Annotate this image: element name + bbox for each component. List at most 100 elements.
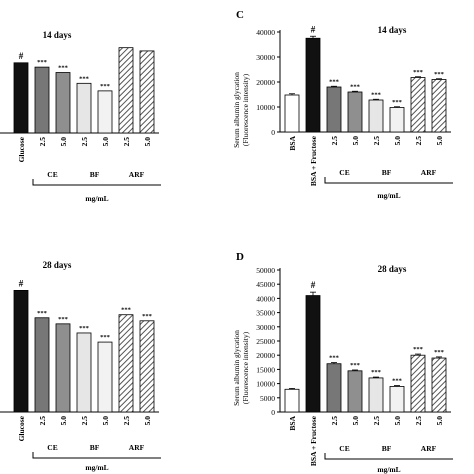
significance-stars: *** — [350, 83, 360, 90]
y-tick-label: 10000 — [256, 103, 275, 112]
bar-5.0 — [55, 323, 71, 413]
chart-panel-C: 14 days C 0 10000 20000 30000 40000 Serum album… — [232, 9, 453, 200]
y-tick-label: 0 — [271, 408, 275, 417]
significance-stars: *** — [100, 83, 110, 90]
bar-2.5 — [410, 354, 426, 413]
x-tick-label: 5.0 — [143, 137, 152, 147]
bar-Glucose — [13, 289, 29, 413]
panel-label: D — [236, 251, 244, 263]
bar-BSA — [284, 388, 300, 413]
bar-5.0 — [389, 386, 405, 413]
x-tick-label: 5.0 — [435, 416, 444, 426]
bar-5.0 — [389, 107, 405, 133]
bar-2.5 — [326, 363, 342, 413]
panel-label: C — [236, 9, 244, 21]
significance-stars: *** — [434, 349, 444, 356]
bar-2.5 — [368, 99, 384, 133]
y-axis-label: (Fluorescence intensity) — [241, 331, 250, 404]
y-axis-label: Serum albumin glycation — [232, 330, 241, 406]
x-tick-label: 2.5 — [330, 136, 339, 146]
bar-5.0 — [139, 50, 155, 134]
bar-2.5 — [34, 317, 50, 413]
x-tick-label: 2.5 — [414, 416, 423, 426]
y-tick-label: 25000 — [256, 337, 275, 346]
group-bracket — [324, 453, 453, 460]
significance-hash: # — [19, 51, 24, 61]
bar-5.0 — [431, 357, 447, 413]
x-tick-label: 2.5 — [330, 416, 339, 426]
x-tick-label: 5.0 — [101, 416, 110, 426]
x-tick-label: 5.0 — [393, 136, 402, 146]
bar-5.0 — [55, 72, 71, 134]
significance-stars: *** — [58, 65, 68, 72]
significance-stars: *** — [434, 71, 444, 78]
group-bracket — [32, 179, 161, 186]
group-label-arf: ARF — [129, 443, 145, 452]
x-tick-label: Glucose — [17, 415, 26, 441]
chart-title: 28 days — [378, 264, 407, 274]
x-tick-label: 5.0 — [59, 137, 68, 147]
significance-stars: *** — [37, 310, 47, 317]
group-label-ce: CE — [339, 444, 349, 453]
bar-2.5 — [76, 332, 92, 413]
chart-left-top: 14 days # Glucose *** 2.5 *** 5.0 *** 2.5 *** 5.0 2… — [0, 30, 161, 203]
bar-2.5 — [326, 86, 342, 133]
bar-5.0 — [347, 370, 363, 413]
significance-stars: *** — [413, 69, 423, 76]
x-tick-label: 5.0 — [393, 416, 402, 426]
significance-stars: *** — [37, 59, 47, 66]
group-label-ce: CE — [47, 170, 57, 179]
bar-2.5 — [118, 47, 134, 134]
y-tick-label: 10000 — [256, 380, 275, 389]
x-tick-label: 2.5 — [80, 416, 89, 426]
y-tick-label: 50000 — [256, 266, 275, 275]
bar-5.0 — [347, 91, 363, 133]
unit-label: mg/mL — [377, 191, 400, 200]
chart-panel-D: 28 days D 0 5000 10000 15000 20000 25000 30000 35… — [232, 251, 453, 474]
y-axis-label: Serum albumin glycation — [232, 72, 241, 148]
y-tick-label: 40000 — [256, 294, 275, 303]
group-label-bf: BF — [382, 168, 392, 177]
x-tick-label: 5.0 — [143, 416, 152, 426]
x-tick-label: 2.5 — [38, 416, 47, 426]
x-tick-label: 2.5 — [122, 416, 131, 426]
group-label-ce: CE — [47, 443, 57, 452]
significance-stars: *** — [58, 316, 68, 323]
y-tick-label: 15000 — [256, 365, 275, 374]
group-label-bf: BF — [90, 443, 100, 452]
group-label-arf: ARF — [129, 170, 145, 179]
group-bracket — [324, 177, 453, 184]
significance-stars: *** — [392, 378, 402, 385]
bar-BSA — [284, 94, 300, 133]
y-tick-label: 30000 — [256, 53, 275, 62]
group-label-arf: ARF — [421, 168, 437, 177]
y-tick-label: 45000 — [256, 280, 275, 289]
bar-2.5 — [410, 77, 426, 133]
x-tick-label: BSA + Fructose — [309, 135, 318, 186]
unit-label: mg/mL — [377, 465, 400, 474]
y-tick-label: 35000 — [256, 309, 275, 318]
x-tick-label: 2.5 — [80, 137, 89, 147]
x-tick-label: BSA — [288, 415, 297, 430]
bar-2.5 — [76, 82, 92, 134]
bar-BSA + Fructose — [305, 295, 321, 413]
unit-label: mg/mL — [85, 194, 108, 203]
bar-2.5 — [118, 314, 134, 413]
x-tick-label: 5.0 — [435, 136, 444, 146]
significance-stars: *** — [79, 325, 89, 332]
x-tick-label: 2.5 — [122, 137, 131, 147]
x-tick-label: Glucose — [17, 136, 26, 162]
y-tick-label: 20000 — [256, 351, 275, 360]
significance-stars: *** — [350, 362, 360, 369]
significance-stars: *** — [329, 78, 339, 85]
chart-title: 28 days — [43, 260, 72, 270]
significance-stars: *** — [392, 99, 402, 106]
significance-stars: *** — [121, 307, 131, 314]
x-tick-label: 2.5 — [372, 136, 381, 146]
significance-hash: # — [311, 24, 316, 34]
y-tick-label: 5000 — [260, 394, 275, 403]
significance-stars: *** — [413, 346, 423, 353]
x-tick-label: BSA + Fructose — [309, 415, 318, 466]
y-tick-label: 0 — [271, 128, 275, 137]
